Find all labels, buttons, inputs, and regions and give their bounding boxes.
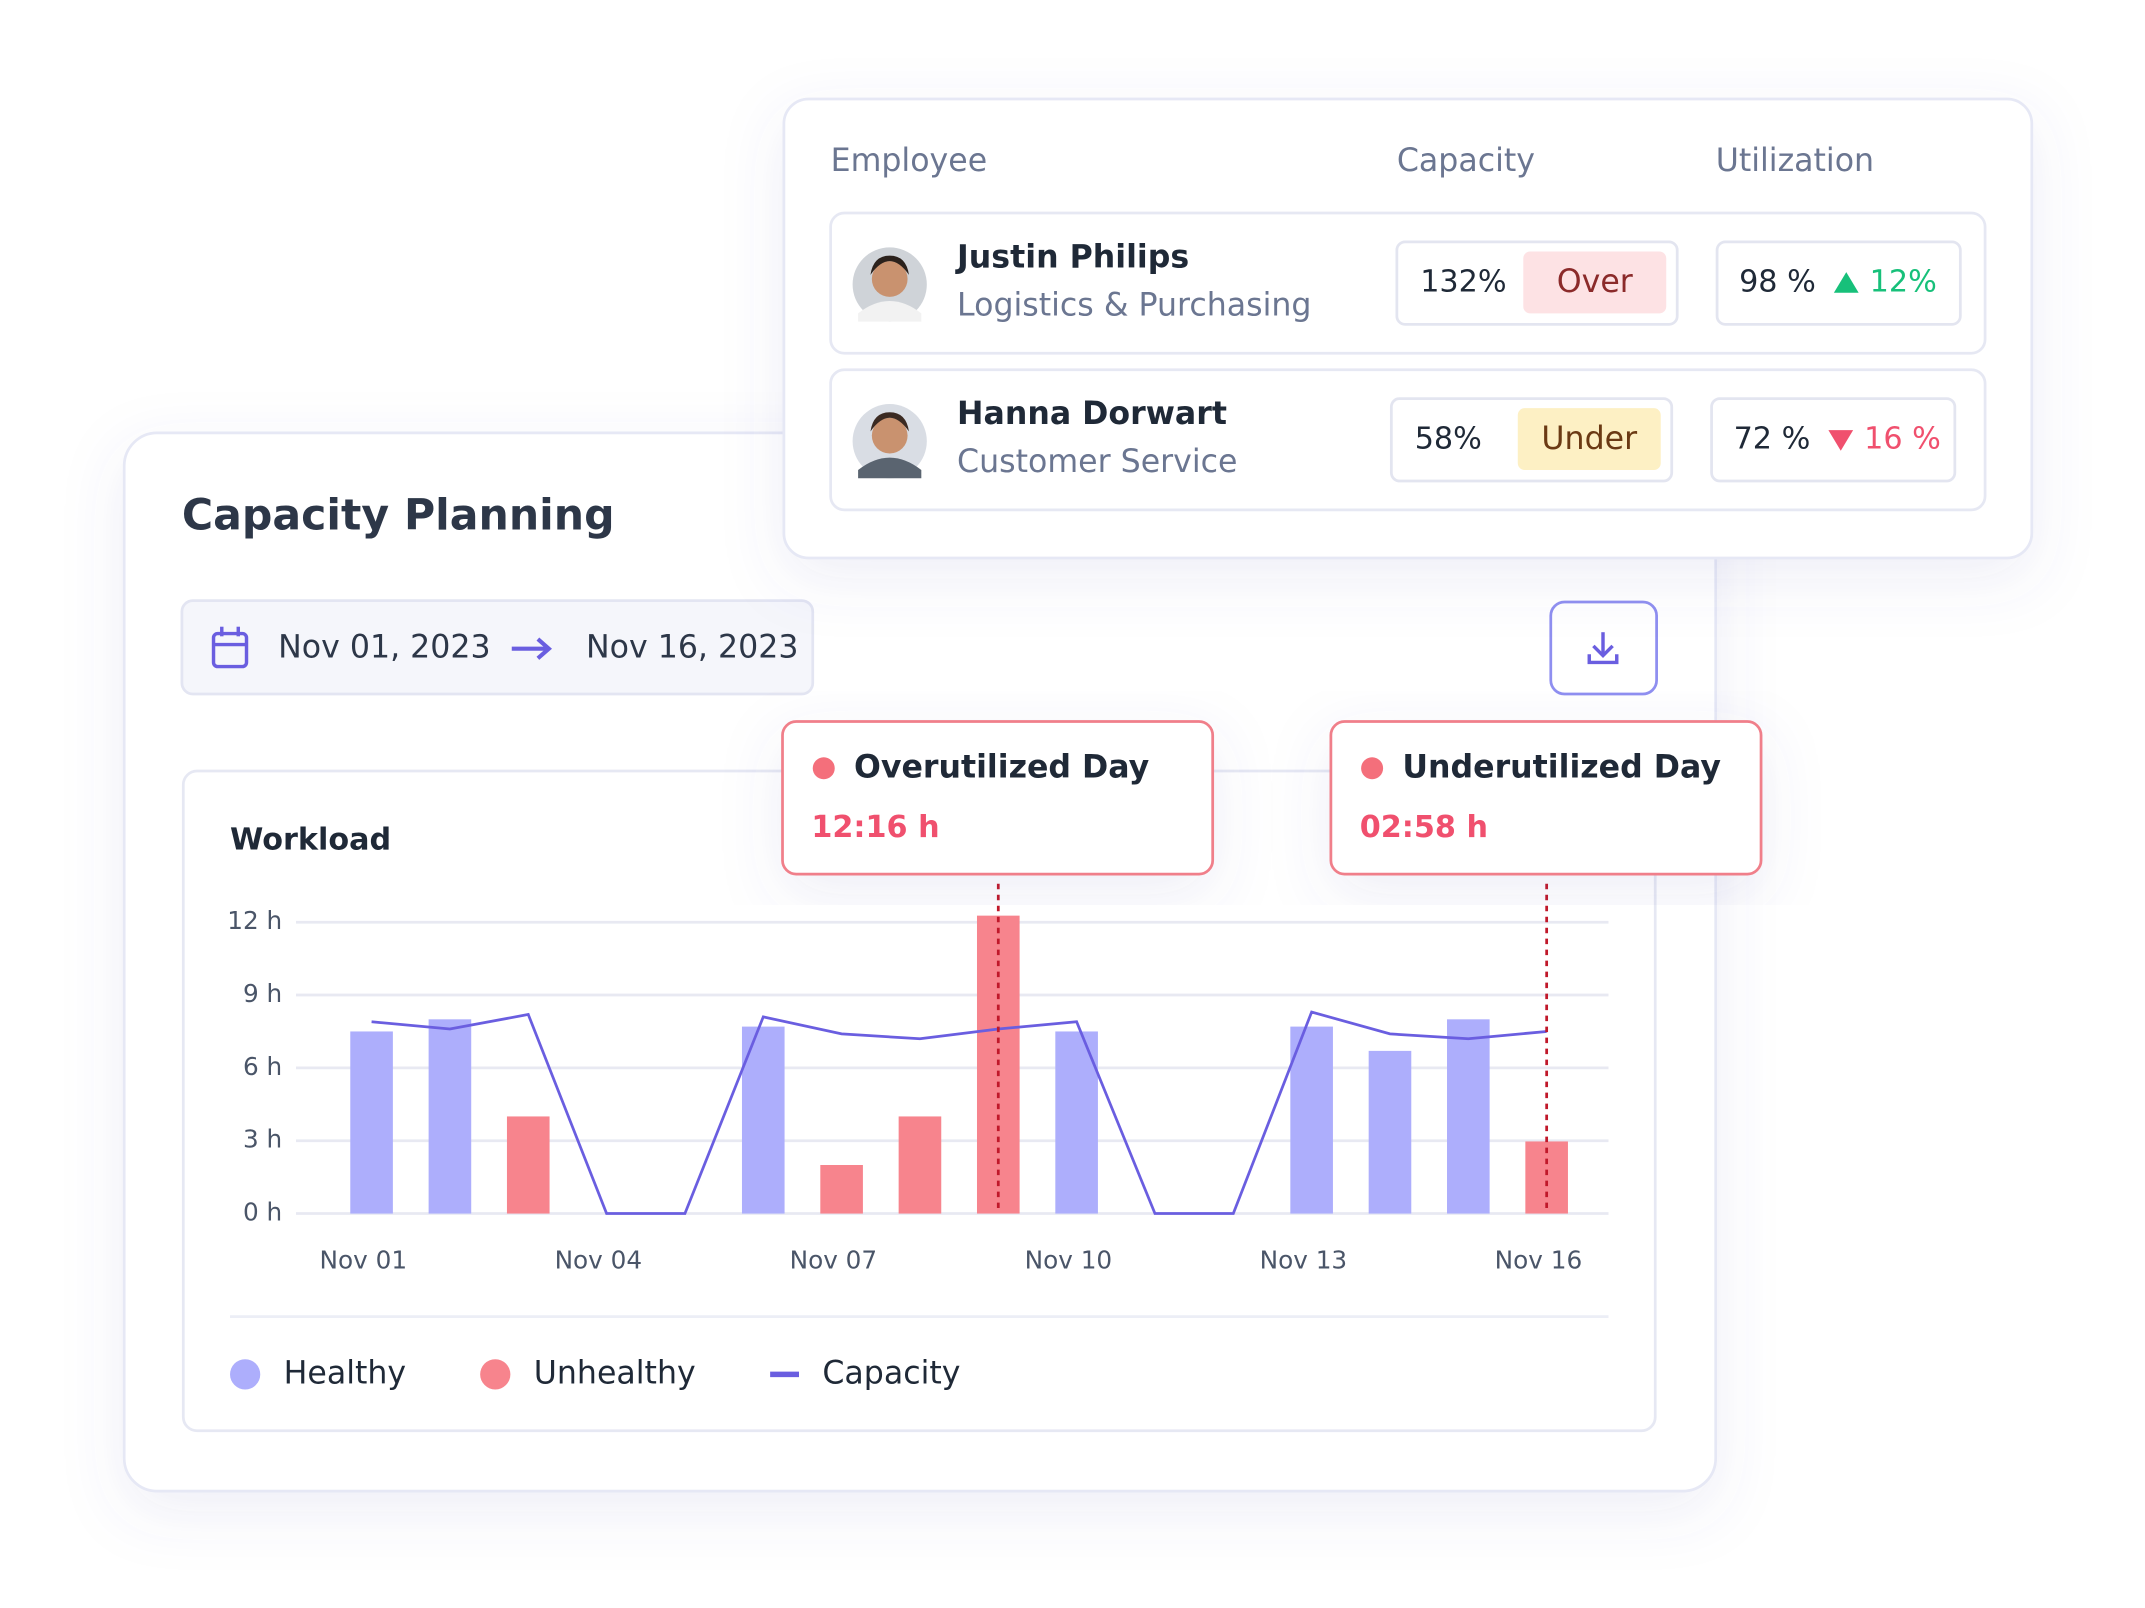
capacity-line <box>371 1010 1547 1215</box>
bar <box>741 1026 785 1214</box>
employee-name: Hanna Dorwart <box>957 396 1227 432</box>
bar <box>1290 1026 1333 1214</box>
x-tick-label: Nov 10 <box>1025 1246 1113 1275</box>
bar <box>1525 1141 1568 1214</box>
table-rows: Justin Philips Logistics & Purchasing 132%… <box>829 211 1987 512</box>
bar <box>898 1116 942 1214</box>
capacity-value: 58% <box>1415 421 1482 456</box>
status-label: Over <box>1557 264 1633 300</box>
avatar-hair <box>870 255 909 275</box>
trend-icon <box>1828 430 1854 451</box>
chart-title: Workload <box>230 823 391 858</box>
avatar-body <box>858 457 922 479</box>
status-badge <box>1523 251 1667 314</box>
employee-name: Justin Philips <box>955 239 1189 275</box>
legend-label: Capacity <box>822 1355 960 1391</box>
legend-swatch <box>230 1359 261 1390</box>
date-to: Nov 16, 2023 <box>586 630 799 666</box>
annotation-value: 12:16 h <box>811 810 939 845</box>
x-tick-label: Nov 04 <box>555 1246 643 1275</box>
date-range[interactable] <box>180 599 815 696</box>
legend: Healthy Unhealthy Capacity <box>230 1355 961 1391</box>
column-header: Capacity <box>1397 143 1535 179</box>
annotation-title: Underutilized Day <box>1402 749 1721 785</box>
status-label: Under <box>1541 421 1637 457</box>
utilization-box <box>1710 397 1957 483</box>
y-tick-label: 9 h <box>243 979 282 1008</box>
date-from: Nov 01, 2023 <box>278 630 490 666</box>
arrow-icon <box>511 637 552 660</box>
utilization-change: 16 % <box>1864 421 1941 456</box>
annotation-box <box>781 720 1215 876</box>
annotation-dot <box>1361 757 1384 780</box>
annotation-box <box>1329 720 1763 876</box>
trend-icon <box>1833 272 1859 293</box>
x-tick-label: Nov 01 <box>320 1246 408 1275</box>
legend-label: Healthy <box>284 1355 407 1391</box>
avatar-body <box>858 300 922 322</box>
y-tick-label: 0 h <box>243 1198 282 1227</box>
annotation-value: 02:58 h <box>1360 810 1488 845</box>
avatar-hair <box>870 412 909 432</box>
bar <box>1055 1031 1098 1214</box>
utilization-box <box>1715 240 1962 326</box>
utilization-value: 72 % <box>1734 421 1811 456</box>
legend-label: Unhealthy <box>534 1355 696 1391</box>
avatar <box>852 404 927 479</box>
download-icon <box>1587 632 1619 665</box>
avatar <box>852 247 927 322</box>
bar <box>820 1164 863 1214</box>
bar <box>350 1031 393 1214</box>
bar <box>1368 1050 1412 1214</box>
utilization-change: 12% <box>1870 265 1937 300</box>
legend-swatch <box>480 1359 511 1390</box>
annotations: Overutilized Day 12:16 h Underutilized Day… <box>781 720 1763 1214</box>
annotation-dot <box>812 757 835 780</box>
avatar-face <box>871 417 908 454</box>
y-tick-label: 6 h <box>243 1052 282 1081</box>
column-header: Utilization <box>1716 143 1874 179</box>
bar <box>428 1019 472 1214</box>
page-title: Capacity Planning <box>182 491 615 541</box>
status-badge <box>1517 408 1661 471</box>
employee-department: Logistics & Purchasing <box>957 287 1311 323</box>
utilization-value: 98 % <box>1739 265 1816 300</box>
capacity-value: 132% <box>1420 265 1506 300</box>
annotation-title: Overutilized Day <box>854 749 1150 785</box>
x-tick-label: Nov 13 <box>1260 1246 1348 1275</box>
column-header: Employee <box>831 143 988 179</box>
employee-department: Customer Service <box>957 444 1237 480</box>
bar <box>506 1116 550 1214</box>
x-tick-label: Nov 07 <box>790 1246 878 1275</box>
y-tick-label: 3 h <box>243 1125 282 1154</box>
y-tick-label: 12 h <box>227 906 282 935</box>
bar <box>1447 1019 1490 1214</box>
x-tick-label: Nov 16 <box>1495 1246 1583 1275</box>
calendar-icon <box>211 626 249 669</box>
avatar-face <box>871 261 908 297</box>
